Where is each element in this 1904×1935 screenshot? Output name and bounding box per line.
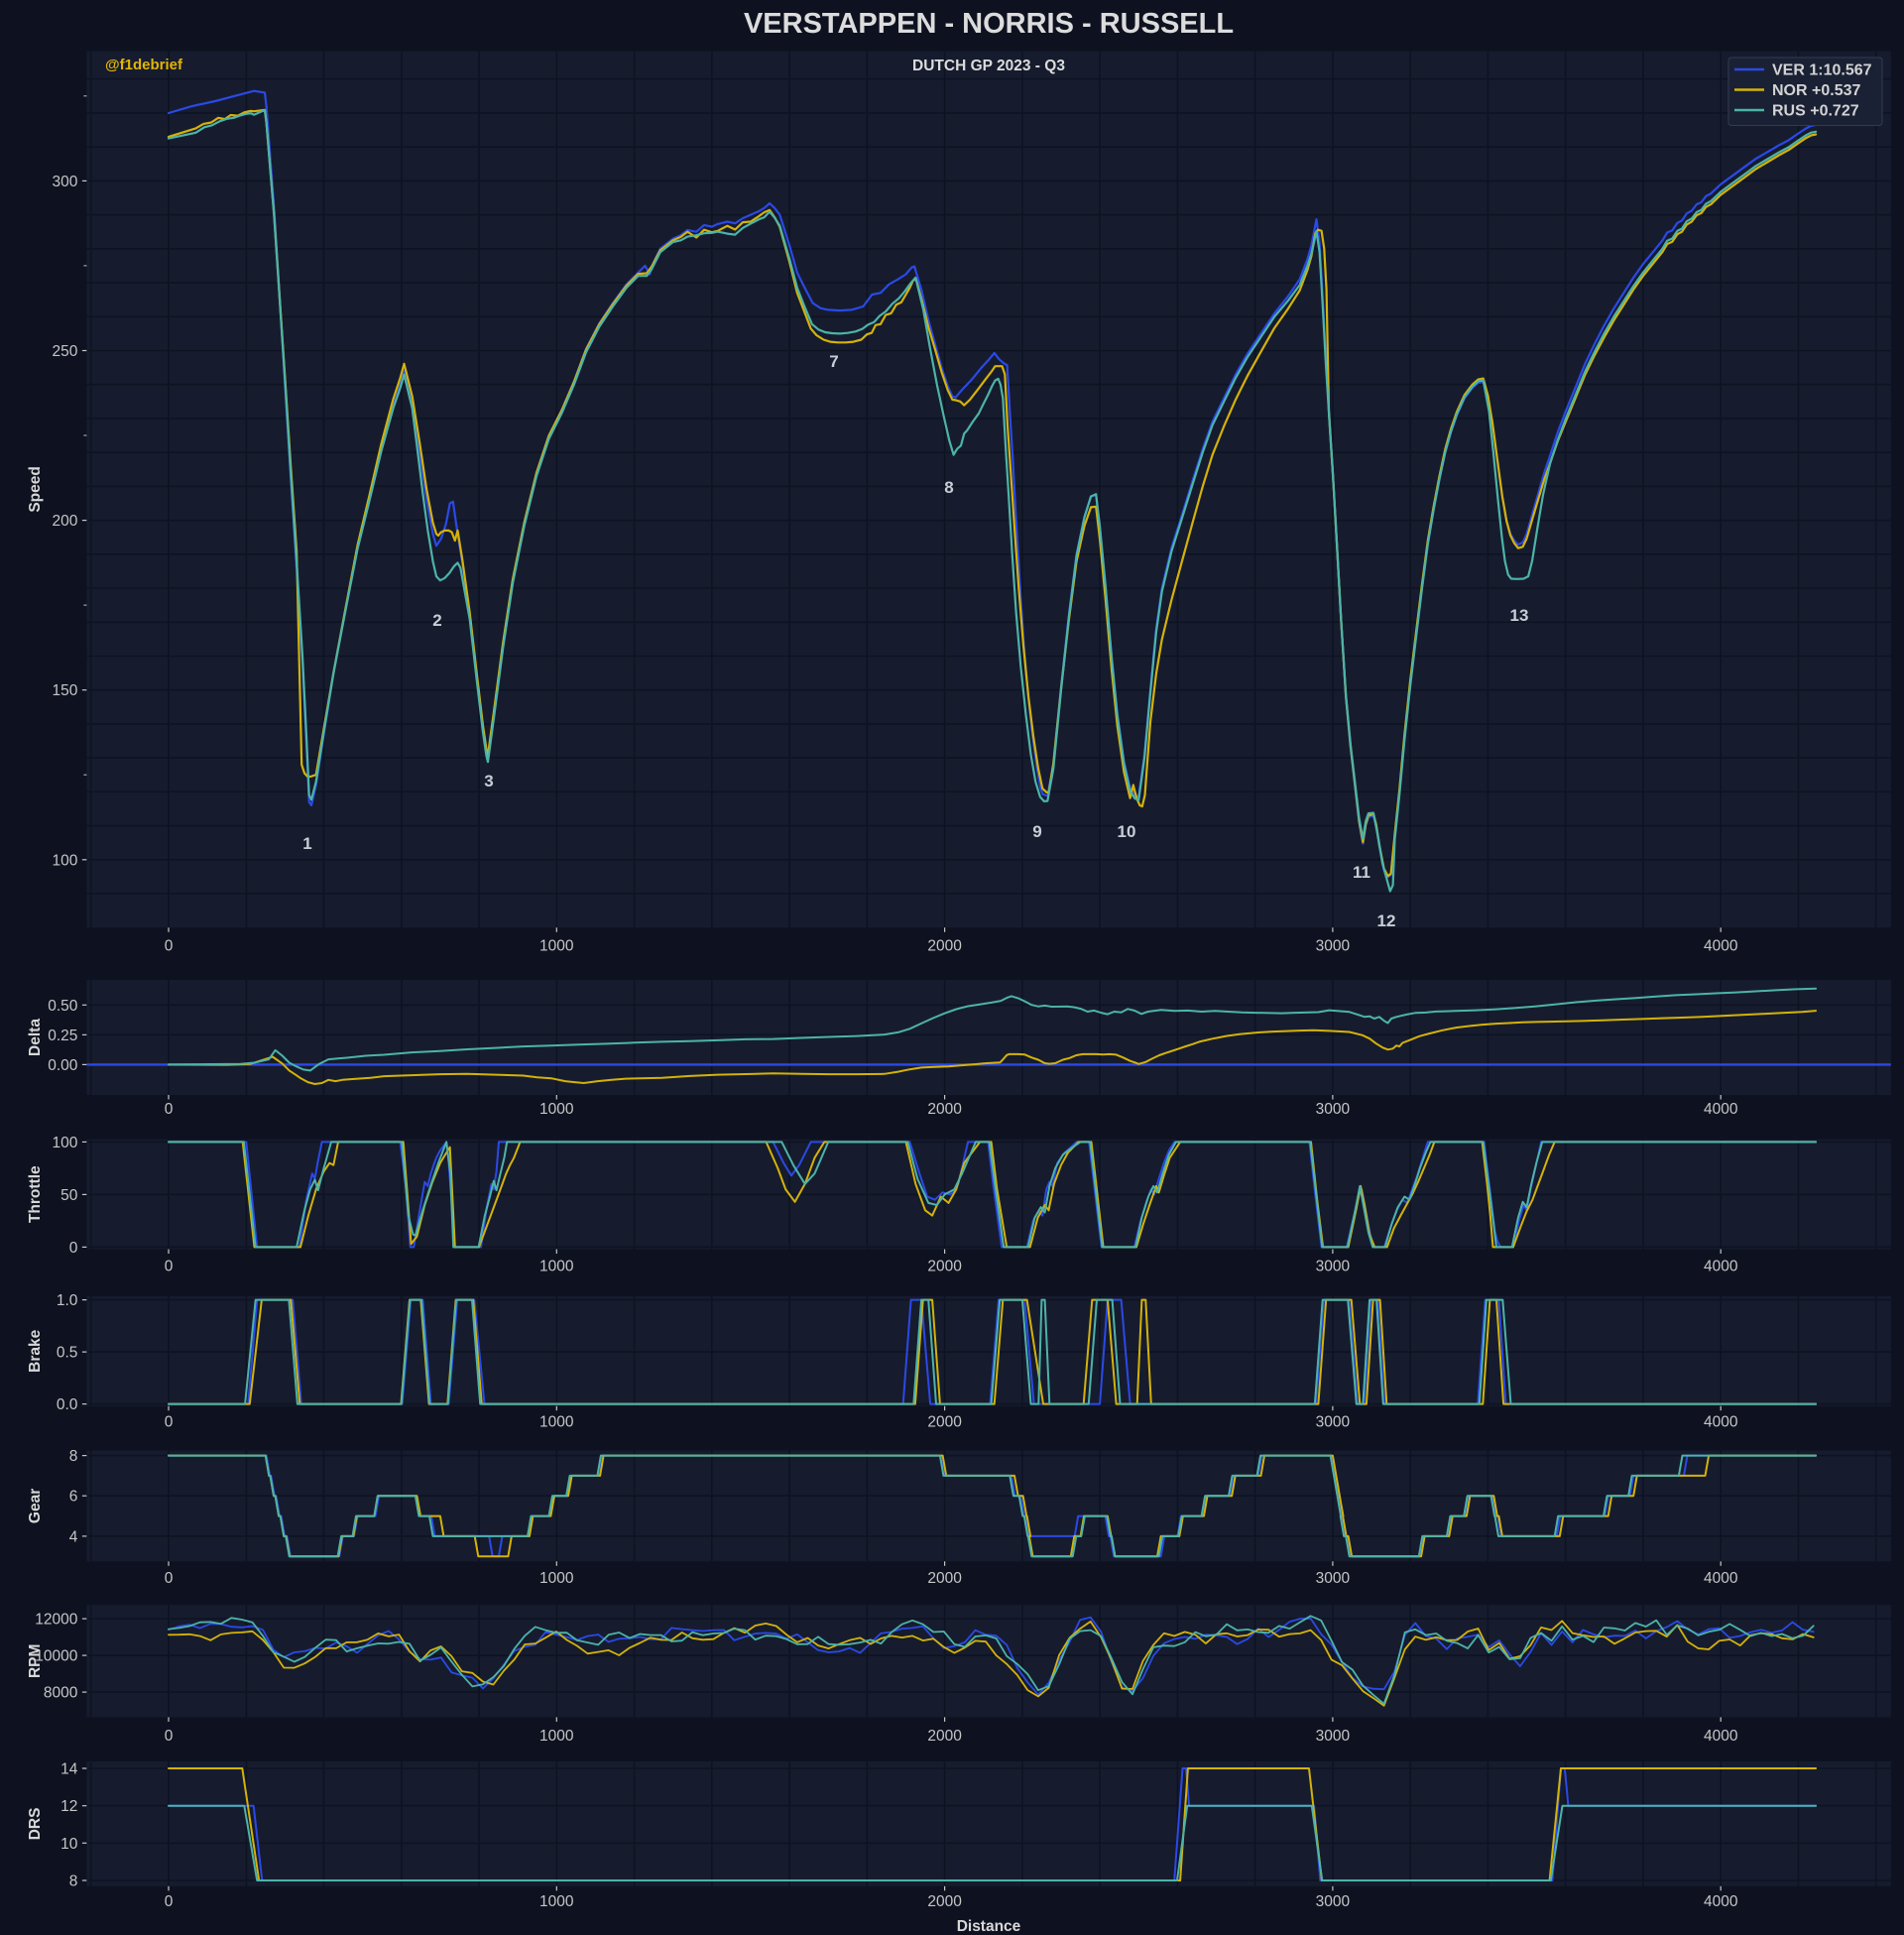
svg-text:3000: 3000 <box>1316 1414 1351 1431</box>
svg-text:8000: 8000 <box>44 1685 78 1702</box>
svg-text:4000: 4000 <box>1704 1259 1738 1275</box>
svg-text:1000: 1000 <box>539 1728 574 1745</box>
svg-text:12: 12 <box>1377 911 1396 930</box>
svg-text:VERSTAPPEN - NORRIS - RUSSELL: VERSTAPPEN - NORRIS - RUSSELL <box>744 8 1234 40</box>
svg-text:Gear: Gear <box>27 1489 44 1523</box>
svg-text:13: 13 <box>1510 606 1529 625</box>
svg-text:VER 1:10.567: VER 1:10.567 <box>1772 62 1872 79</box>
svg-text:300: 300 <box>53 174 78 190</box>
svg-text:RPM: RPM <box>27 1644 44 1678</box>
svg-text:3000: 3000 <box>1316 1101 1351 1118</box>
svg-text:NOR +0.537: NOR +0.537 <box>1772 82 1860 99</box>
svg-text:100: 100 <box>53 852 78 869</box>
svg-text:3000: 3000 <box>1316 1259 1351 1275</box>
svg-text:2000: 2000 <box>927 938 962 955</box>
svg-text:250: 250 <box>53 343 78 360</box>
svg-text:4000: 4000 <box>1704 1101 1738 1118</box>
svg-text:100: 100 <box>53 1135 78 1151</box>
svg-text:0: 0 <box>165 1414 174 1431</box>
svg-text:2000: 2000 <box>927 1414 962 1431</box>
svg-text:2000: 2000 <box>927 1259 962 1275</box>
svg-text:1: 1 <box>302 834 311 853</box>
svg-text:7: 7 <box>829 352 838 371</box>
svg-text:12: 12 <box>60 1798 77 1815</box>
svg-text:0: 0 <box>165 1893 174 1910</box>
svg-text:1000: 1000 <box>539 1101 574 1118</box>
svg-text:200: 200 <box>53 513 78 530</box>
svg-text:8: 8 <box>69 1448 78 1465</box>
svg-text:8: 8 <box>944 478 953 497</box>
svg-text:0.50: 0.50 <box>48 998 78 1015</box>
svg-text:4: 4 <box>69 1528 78 1545</box>
svg-text:0: 0 <box>165 1570 174 1587</box>
svg-text:11: 11 <box>1353 863 1370 882</box>
svg-text:10: 10 <box>60 1836 78 1853</box>
svg-text:Throttle: Throttle <box>27 1165 44 1223</box>
svg-text:2000: 2000 <box>927 1893 962 1910</box>
svg-text:0.5: 0.5 <box>57 1345 78 1362</box>
svg-text:12000: 12000 <box>35 1612 77 1629</box>
svg-text:2000: 2000 <box>927 1570 962 1587</box>
svg-text:0.0: 0.0 <box>57 1396 78 1413</box>
svg-text:4000: 4000 <box>1704 938 1738 955</box>
svg-text:9: 9 <box>1032 822 1041 841</box>
svg-text:Delta: Delta <box>27 1019 44 1056</box>
svg-text:6: 6 <box>69 1489 78 1506</box>
svg-text:1000: 1000 <box>539 938 574 955</box>
svg-text:1000: 1000 <box>539 1414 574 1431</box>
svg-text:4000: 4000 <box>1704 1414 1738 1431</box>
svg-text:Distance: Distance <box>957 1918 1021 1935</box>
svg-text:Brake: Brake <box>27 1329 44 1372</box>
svg-text:0.25: 0.25 <box>48 1028 77 1044</box>
svg-text:@f1debrief: @f1debrief <box>105 57 183 73</box>
svg-text:3: 3 <box>484 772 493 790</box>
svg-text:1.0: 1.0 <box>57 1292 78 1309</box>
svg-text:0.00: 0.00 <box>48 1057 78 1074</box>
svg-text:2000: 2000 <box>927 1728 962 1745</box>
svg-text:4000: 4000 <box>1704 1728 1738 1745</box>
svg-text:3000: 3000 <box>1316 1893 1351 1910</box>
svg-text:3000: 3000 <box>1316 1728 1351 1745</box>
svg-text:0: 0 <box>69 1240 78 1257</box>
svg-text:150: 150 <box>53 682 78 699</box>
svg-text:3000: 3000 <box>1316 938 1351 955</box>
svg-text:14: 14 <box>60 1761 78 1778</box>
svg-text:8: 8 <box>69 1874 78 1890</box>
svg-text:3000: 3000 <box>1316 1570 1351 1587</box>
svg-text:2000: 2000 <box>927 1101 962 1118</box>
svg-text:0: 0 <box>165 1728 174 1745</box>
svg-text:1000: 1000 <box>539 1893 574 1910</box>
svg-text:0: 0 <box>165 1259 174 1275</box>
svg-text:4000: 4000 <box>1704 1893 1738 1910</box>
svg-text:10000: 10000 <box>35 1648 77 1665</box>
svg-text:Speed: Speed <box>27 466 44 513</box>
svg-text:1000: 1000 <box>539 1259 574 1275</box>
svg-text:0: 0 <box>165 938 174 955</box>
svg-text:0: 0 <box>165 1101 174 1118</box>
svg-text:RUS +0.727: RUS +0.727 <box>1772 103 1859 120</box>
svg-text:50: 50 <box>60 1187 78 1204</box>
svg-text:1000: 1000 <box>539 1570 574 1587</box>
svg-text:2: 2 <box>432 611 441 630</box>
svg-text:10: 10 <box>1118 822 1136 841</box>
svg-text:DUTCH GP 2023 - Q3: DUTCH GP 2023 - Q3 <box>912 58 1065 74</box>
svg-text:4000: 4000 <box>1704 1570 1738 1587</box>
svg-text:DRS: DRS <box>27 1808 44 1841</box>
